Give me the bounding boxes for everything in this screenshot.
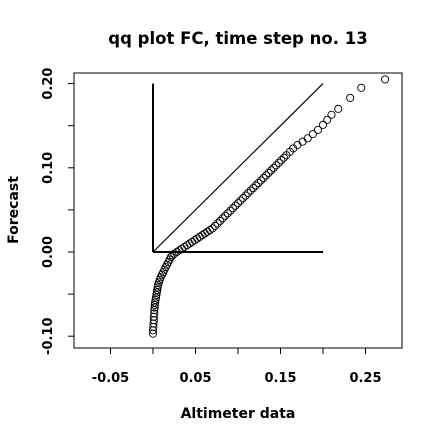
qq-point bbox=[195, 232, 204, 241]
y-tick-label: -0.10 bbox=[41, 317, 56, 354]
qq-point bbox=[334, 104, 343, 113]
y-tick-label: 0.10 bbox=[41, 152, 56, 184]
qq-point bbox=[254, 178, 263, 188]
identity-reference-line bbox=[152, 83, 324, 253]
reference-lines bbox=[152, 83, 324, 253]
qq-point bbox=[151, 298, 160, 307]
qq-point bbox=[346, 93, 355, 102]
qq-point bbox=[221, 211, 230, 220]
qq-point bbox=[190, 236, 199, 245]
qq-point bbox=[151, 293, 161, 302]
plot-frame bbox=[73, 72, 403, 349]
qq-point bbox=[308, 130, 317, 139]
qq-point bbox=[216, 216, 225, 225]
x-axis: -0.05 0.05 0.15 0.25 bbox=[92, 348, 382, 386]
x-axis-label: Altimeter data bbox=[181, 406, 296, 422]
qq-point bbox=[241, 191, 250, 200]
qq-point bbox=[208, 224, 217, 233]
qq-point bbox=[357, 83, 366, 92]
qq-point bbox=[152, 288, 161, 297]
qq-point bbox=[323, 115, 332, 124]
qq-point bbox=[210, 221, 220, 230]
x-tick-label: -0.05 bbox=[92, 371, 129, 386]
qq-point bbox=[259, 173, 268, 182]
qq-point bbox=[269, 163, 278, 172]
qq-point bbox=[182, 241, 192, 250]
qq-point bbox=[153, 283, 162, 292]
qq-point bbox=[226, 206, 235, 215]
qq-point bbox=[213, 219, 222, 228]
x-tick-label: 0.05 bbox=[179, 371, 211, 386]
y-tick-label: 0.00 bbox=[41, 236, 56, 268]
qq-point bbox=[223, 209, 232, 218]
x-tick-label: 0.15 bbox=[264, 371, 296, 386]
qq-point bbox=[380, 75, 390, 84]
qq-point bbox=[249, 183, 258, 193]
qq-point bbox=[236, 196, 245, 205]
qq-point bbox=[264, 168, 273, 177]
qq-point bbox=[150, 303, 159, 312]
qq-point bbox=[152, 290, 161, 299]
qq-point bbox=[274, 158, 283, 167]
qq-point bbox=[151, 295, 160, 305]
qq-point bbox=[193, 234, 202, 243]
qq-point bbox=[327, 110, 336, 119]
qq-point bbox=[313, 125, 322, 134]
qq-point bbox=[244, 189, 253, 198]
qq-point bbox=[231, 201, 240, 210]
qq-point bbox=[279, 153, 288, 162]
qq-point bbox=[205, 226, 214, 235]
chart-title: qq plot FC, time step no. 13 bbox=[108, 29, 367, 48]
qq-point bbox=[233, 199, 243, 208]
qq-point bbox=[228, 204, 237, 213]
qq-point bbox=[318, 120, 328, 129]
data-points bbox=[148, 75, 390, 338]
qq-point bbox=[261, 171, 271, 180]
qq-point bbox=[303, 134, 312, 143]
qq-point bbox=[203, 227, 212, 236]
y-axis-label: Forecast bbox=[6, 176, 22, 244]
qq-point bbox=[218, 214, 227, 223]
qq-point bbox=[267, 166, 276, 175]
qq-point bbox=[277, 156, 286, 165]
y-axis: -0.10 0.00 0.10 0.20 bbox=[41, 68, 74, 355]
qq-point bbox=[185, 239, 194, 248]
qq-point bbox=[153, 285, 162, 294]
qq-point bbox=[246, 186, 255, 195]
qq-point bbox=[298, 137, 307, 146]
qq-point bbox=[150, 309, 159, 318]
qq-point bbox=[239, 194, 248, 203]
qq-point bbox=[188, 237, 197, 246]
qq-point bbox=[198, 231, 207, 240]
qq-point bbox=[150, 300, 159, 310]
qq-point bbox=[150, 306, 159, 315]
y-tick-label: 0.20 bbox=[41, 68, 56, 100]
qq-point bbox=[256, 176, 266, 185]
qq-point bbox=[272, 161, 281, 170]
qq-point bbox=[180, 242, 189, 251]
qq-point bbox=[251, 181, 260, 190]
x-tick-label: 0.25 bbox=[349, 371, 381, 386]
qq-point bbox=[200, 229, 209, 238]
